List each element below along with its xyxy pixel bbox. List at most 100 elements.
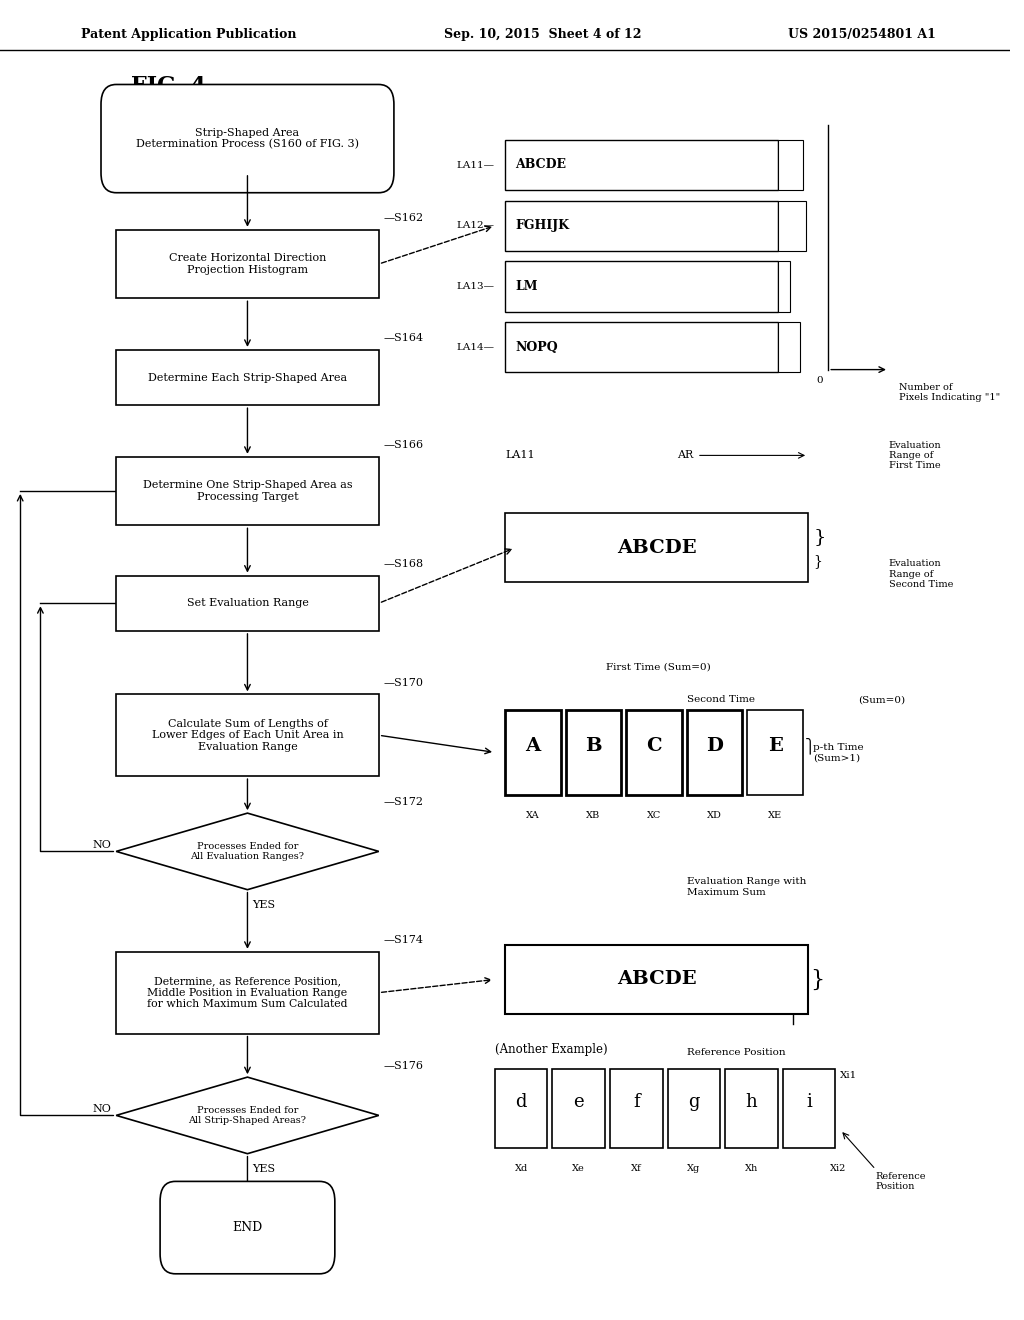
- Bar: [687, 710, 742, 795]
- Text: Determine One Strip-Shaped Area as
Processing Target: Determine One Strip-Shaped Area as Proce…: [142, 480, 352, 502]
- Text: FGHIJK: FGHIJK: [515, 219, 569, 232]
- Polygon shape: [116, 1077, 379, 1154]
- Text: C: C: [646, 737, 662, 755]
- Bar: [505, 945, 808, 1014]
- Text: —S174: —S174: [384, 935, 424, 945]
- Text: AR: AR: [677, 450, 693, 461]
- Text: }: }: [813, 554, 822, 568]
- Text: —S162: —S162: [384, 213, 424, 223]
- Text: XD: XD: [708, 810, 722, 820]
- Text: NOPQ: NOPQ: [515, 341, 558, 354]
- Text: US 2015/0254801 A1: US 2015/0254801 A1: [787, 28, 936, 41]
- FancyBboxPatch shape: [116, 457, 379, 525]
- Text: LA11: LA11: [505, 450, 535, 461]
- Text: Processes Ended for
All Strip-Shaped Areas?: Processes Ended for All Strip-Shaped Are…: [188, 1106, 306, 1125]
- Bar: [505, 322, 778, 372]
- Text: Xh: Xh: [744, 1164, 758, 1173]
- Text: h: h: [745, 1093, 758, 1111]
- Text: FIG. 4: FIG. 4: [131, 75, 206, 96]
- FancyBboxPatch shape: [116, 694, 379, 776]
- Text: XE: XE: [768, 810, 782, 820]
- Text: ABCDE: ABCDE: [616, 970, 696, 989]
- Bar: [627, 710, 682, 795]
- Bar: [505, 710, 560, 795]
- Text: Patent Application Publication: Patent Application Publication: [81, 28, 296, 41]
- Bar: [748, 710, 803, 795]
- Text: Processes Ended for
All Evaluation Ranges?: Processes Ended for All Evaluation Range…: [190, 842, 304, 861]
- Bar: [778, 201, 806, 251]
- Text: Xe: Xe: [572, 1164, 585, 1173]
- Text: YES: YES: [253, 900, 275, 911]
- Bar: [505, 140, 778, 190]
- Polygon shape: [116, 813, 379, 890]
- Text: p-th Time
(Sum>1): p-th Time (Sum>1): [813, 743, 863, 762]
- Text: ABCDE: ABCDE: [616, 539, 696, 557]
- Text: (Sum=0): (Sum=0): [858, 696, 905, 704]
- Text: (Another Example): (Another Example): [495, 1043, 607, 1056]
- Text: Strip-Shaped Area
Determination Process (S160 of FIG. 3): Strip-Shaped Area Determination Process …: [136, 128, 359, 149]
- FancyBboxPatch shape: [116, 230, 379, 298]
- Text: Set Evaluation Range: Set Evaluation Range: [186, 598, 308, 609]
- Bar: [725, 1069, 778, 1148]
- Text: Xg: Xg: [687, 1164, 700, 1173]
- Text: f: f: [633, 1093, 640, 1111]
- Text: A: A: [525, 737, 541, 755]
- Bar: [553, 1069, 605, 1148]
- Text: Determine Each Strip-Shaped Area: Determine Each Strip-Shaped Area: [147, 372, 347, 383]
- Text: ⎫: ⎫: [805, 738, 815, 754]
- Text: YES: YES: [253, 1164, 275, 1175]
- Text: —S164: —S164: [384, 333, 424, 343]
- Text: Xf: Xf: [631, 1164, 642, 1173]
- Text: NO: NO: [92, 1104, 112, 1114]
- Text: g: g: [688, 1093, 699, 1111]
- Text: e: e: [573, 1093, 584, 1111]
- Text: Sep. 10, 2015  Sheet 4 of 12: Sep. 10, 2015 Sheet 4 of 12: [444, 28, 642, 41]
- Text: —S168: —S168: [384, 558, 424, 569]
- Text: }: }: [813, 528, 825, 546]
- FancyBboxPatch shape: [101, 84, 394, 193]
- Text: NO: NO: [92, 840, 112, 850]
- Text: XC: XC: [647, 810, 662, 820]
- Bar: [495, 1069, 548, 1148]
- Bar: [505, 201, 778, 251]
- Bar: [778, 140, 803, 190]
- Text: XB: XB: [587, 810, 600, 820]
- FancyBboxPatch shape: [160, 1181, 335, 1274]
- Text: B: B: [585, 737, 602, 755]
- Text: Xi2: Xi2: [830, 1164, 847, 1173]
- Text: First Time (Sum=0): First Time (Sum=0): [606, 663, 711, 671]
- Bar: [668, 1069, 720, 1148]
- Bar: [782, 1069, 836, 1148]
- Text: LA14—: LA14—: [457, 343, 495, 351]
- FancyBboxPatch shape: [116, 576, 379, 631]
- Text: LM: LM: [515, 280, 538, 293]
- Bar: [505, 261, 778, 312]
- Bar: [610, 1069, 663, 1148]
- Text: Evaluation
Range of
First Time: Evaluation Range of First Time: [889, 441, 941, 470]
- Bar: [565, 710, 622, 795]
- Text: 0: 0: [816, 376, 823, 385]
- Text: Second Time: Second Time: [687, 696, 755, 704]
- Text: i: i: [806, 1093, 812, 1111]
- Text: d: d: [515, 1093, 527, 1111]
- Text: END: END: [232, 1221, 262, 1234]
- FancyBboxPatch shape: [116, 350, 379, 405]
- Text: }: }: [810, 969, 824, 990]
- Text: ABCDE: ABCDE: [515, 158, 566, 172]
- Text: —S172: —S172: [384, 796, 424, 807]
- Bar: [505, 513, 808, 582]
- Text: Evaluation
Range of
Second Time: Evaluation Range of Second Time: [889, 560, 953, 589]
- Text: E: E: [768, 737, 782, 755]
- Text: —S176: —S176: [384, 1060, 424, 1071]
- Text: Xi1: Xi1: [841, 1072, 858, 1080]
- Text: LA11—: LA11—: [457, 161, 495, 169]
- Text: —S170: —S170: [384, 677, 424, 688]
- Text: —S166: —S166: [384, 440, 424, 450]
- Text: LA12—: LA12—: [457, 222, 495, 230]
- Text: D: D: [707, 737, 723, 755]
- Text: Xd: Xd: [514, 1164, 527, 1173]
- Bar: [778, 322, 800, 372]
- Text: Number of
Pixels Indicating "1": Number of Pixels Indicating "1": [899, 383, 1000, 403]
- Text: Create Horizontal Direction
Projection Histogram: Create Horizontal Direction Projection H…: [169, 253, 327, 275]
- Text: Determine, as Reference Position,
Middle Position in Evaluation Range
for which : Determine, as Reference Position, Middle…: [147, 975, 348, 1010]
